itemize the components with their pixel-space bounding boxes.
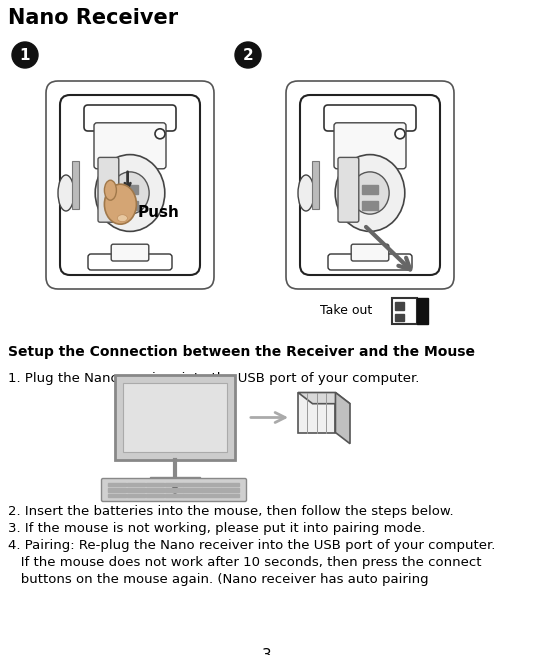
Bar [123, 185, 137, 195]
Bar [417, 298, 428, 324]
Circle shape [172, 487, 178, 493]
Bar [184, 483, 202, 486]
Bar [312, 161, 319, 209]
Ellipse shape [298, 175, 314, 211]
Bar [184, 488, 202, 491]
FancyBboxPatch shape [111, 244, 149, 261]
FancyBboxPatch shape [324, 105, 416, 131]
Bar [202, 483, 220, 486]
Bar [108, 483, 126, 486]
Ellipse shape [335, 155, 405, 231]
Bar [127, 493, 145, 497]
FancyBboxPatch shape [328, 254, 412, 270]
Bar [146, 483, 164, 486]
FancyBboxPatch shape [88, 254, 172, 270]
Text: 2: 2 [243, 48, 254, 62]
Bar [298, 392, 335, 432]
Bar [123, 383, 227, 452]
Bar [127, 488, 145, 491]
Bar [362, 185, 378, 195]
Bar [395, 314, 404, 322]
Bar [202, 493, 220, 497]
Bar [165, 483, 183, 486]
Text: Setup the Connection between the Receiver and the Mouse: Setup the Connection between the Receive… [8, 345, 475, 359]
Circle shape [12, 42, 38, 68]
FancyBboxPatch shape [286, 81, 454, 289]
Circle shape [235, 42, 261, 68]
Bar [221, 483, 240, 486]
Text: 1: 1 [20, 48, 30, 62]
Bar [72, 161, 79, 209]
FancyArrowPatch shape [366, 227, 410, 269]
Ellipse shape [111, 172, 149, 214]
Bar [108, 488, 126, 491]
Text: Take out: Take out [320, 303, 372, 316]
Bar [221, 488, 240, 491]
Ellipse shape [95, 155, 165, 231]
Bar [108, 493, 126, 497]
Ellipse shape [104, 180, 117, 200]
Ellipse shape [117, 215, 127, 221]
Bar [202, 488, 220, 491]
Bar [165, 493, 183, 497]
Bar [150, 477, 200, 482]
Bar [123, 201, 137, 210]
Polygon shape [335, 392, 350, 443]
Text: buttons on the mouse again. (Nano receiver has auto pairing: buttons on the mouse again. (Nano receiv… [8, 573, 429, 586]
Bar [115, 375, 235, 460]
Text: Push: Push [138, 205, 180, 219]
Bar [165, 488, 183, 491]
Ellipse shape [58, 175, 74, 211]
FancyBboxPatch shape [338, 157, 359, 222]
Circle shape [395, 129, 405, 139]
Text: 3: 3 [262, 648, 272, 655]
Bar [146, 493, 164, 497]
Text: 4. Pairing: Re-plug the Nano receiver into the USB port of your computer.: 4. Pairing: Re-plug the Nano receiver in… [8, 539, 495, 552]
Text: 2. Insert the batteries into the mouse, then follow the steps below.: 2. Insert the batteries into the mouse, … [8, 505, 454, 518]
FancyBboxPatch shape [351, 244, 389, 261]
FancyBboxPatch shape [102, 479, 247, 502]
Bar [395, 302, 404, 310]
FancyBboxPatch shape [84, 105, 176, 131]
Ellipse shape [351, 172, 389, 214]
Bar [221, 493, 240, 497]
Text: 3. If the mouse is not working, please put it into pairing mode.: 3. If the mouse is not working, please p… [8, 522, 425, 535]
Bar [184, 493, 202, 497]
Bar [392, 298, 417, 324]
Text: 1. Plug the Nano receiver into the USB port of your computer.: 1. Plug the Nano receiver into the USB p… [8, 372, 419, 385]
Ellipse shape [104, 184, 136, 224]
Text: If the mouse does not work after 10 seconds, then press the connect: If the mouse does not work after 10 seco… [8, 556, 482, 569]
Bar [127, 483, 145, 486]
FancyBboxPatch shape [60, 95, 200, 275]
FancyBboxPatch shape [46, 81, 214, 289]
FancyBboxPatch shape [98, 157, 119, 222]
FancyBboxPatch shape [334, 122, 406, 169]
Bar [146, 488, 164, 491]
FancyBboxPatch shape [300, 95, 440, 275]
Circle shape [155, 129, 165, 139]
Text: Nano Receiver: Nano Receiver [8, 8, 178, 28]
Polygon shape [298, 392, 350, 403]
Bar [362, 201, 378, 210]
FancyBboxPatch shape [94, 122, 166, 169]
